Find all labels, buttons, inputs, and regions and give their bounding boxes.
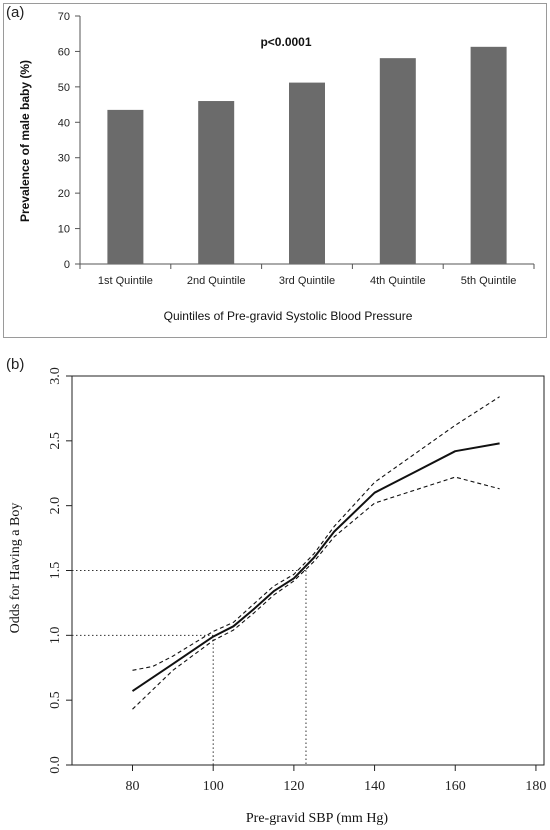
line-chart-y-ticks: 0.0 0.5 1.0 1.5 2.0 2.5 3.0 bbox=[48, 367, 72, 774]
bar-chart-x-tick-label: 1st Quintile bbox=[98, 275, 153, 287]
lower-confidence-line bbox=[132, 476, 500, 710]
line-chart-y-tick-label: 1.5 bbox=[48, 562, 63, 580]
bar-chart-y-tick-label: 50 bbox=[58, 82, 70, 94]
panel-a-frame bbox=[3, 3, 547, 338]
line-chart-x-tick-label: 100 bbox=[203, 779, 224, 794]
line-chart-y-tick-label: 0.5 bbox=[48, 691, 63, 709]
line-chart-x-tick-label: 120 bbox=[283, 779, 304, 794]
line-chart-y-tick-label: 0.0 bbox=[48, 756, 63, 774]
line-chart-x-tick-label: 140 bbox=[364, 779, 385, 794]
upper-confidence-line bbox=[132, 396, 500, 671]
line-chart-x-tick-label: 80 bbox=[126, 779, 140, 794]
bar-chart-x-tick-labels: 1st Quintile 2nd Quintile 3rd Quintile 4th … bbox=[79, 264, 535, 287]
bar-chart-x-tick-label: 5th Quintile bbox=[461, 275, 517, 287]
bar bbox=[289, 82, 325, 264]
reference-lines bbox=[72, 570, 307, 765]
bar-chart-y-axis-label: Prevalence of male baby (%) bbox=[18, 60, 32, 222]
odds-estimate-line bbox=[131, 442, 500, 692]
p-value-annotation: p<0.0001 bbox=[260, 35, 311, 49]
bar-chart-y-tick-label: 40 bbox=[58, 117, 70, 129]
line-chart-y-axis-label: Odds for Having a Boy bbox=[8, 503, 23, 634]
line-chart-y-tick-label: 1.0 bbox=[48, 627, 63, 645]
bar bbox=[379, 58, 416, 264]
bar-chart-y-ticks: 0 10 20 30 40 50 60 70 bbox=[58, 11, 80, 271]
bar-chart-x-axis-label: Quintiles of Pre-gravid Systolic Blood P… bbox=[164, 309, 413, 323]
bar-chart-y-tick-label: 20 bbox=[58, 188, 70, 200]
bar bbox=[107, 109, 144, 264]
bar-chart: 0 10 20 30 40 50 60 70 1st Quintile 2nd Quintile… bbox=[18, 11, 535, 323]
line-chart-y-tick-label: 2.5 bbox=[48, 432, 63, 450]
panel-b-label: (b) bbox=[6, 356, 25, 373]
bar-chart-bars bbox=[107, 46, 507, 265]
bar-chart-y-tick-label: 10 bbox=[58, 224, 70, 236]
line-chart-y-tick-label: 3.0 bbox=[48, 367, 63, 385]
line-chart-x-axis-label: Pre-gravid SBP (mm Hg) bbox=[246, 811, 389, 826]
bar-chart-y-tick-label: 60 bbox=[58, 46, 70, 58]
line-chart-plot-box bbox=[71, 375, 545, 766]
line-chart-series bbox=[131, 396, 500, 710]
bar-chart-y-tick-label: 30 bbox=[58, 153, 70, 165]
panel-a-label: (a) bbox=[6, 4, 25, 21]
line-chart-x-tick-label: 160 bbox=[445, 779, 466, 794]
line-chart-x-ticks: 80 100 120 140 160 180 bbox=[126, 765, 546, 794]
bar bbox=[198, 101, 235, 265]
bar-chart-x-tick-label: 2nd Quintile bbox=[187, 275, 246, 287]
bar-chart-x-tick-label: 4th Quintile bbox=[370, 275, 426, 287]
bar-chart-y-tick-label: 70 bbox=[58, 11, 70, 23]
bar-chart-x-tick-label: 3rd Quintile bbox=[279, 275, 335, 287]
line-chart-y-tick-label: 2.0 bbox=[48, 497, 63, 514]
line-chart: 0.00.51.01.52.02.53.0 80 100 120 140 160 180 … bbox=[8, 367, 546, 826]
bar bbox=[470, 46, 507, 264]
line-chart-x-tick-label: 180 bbox=[525, 779, 546, 794]
bar-chart-y-tick-label: 0 bbox=[64, 259, 70, 271]
